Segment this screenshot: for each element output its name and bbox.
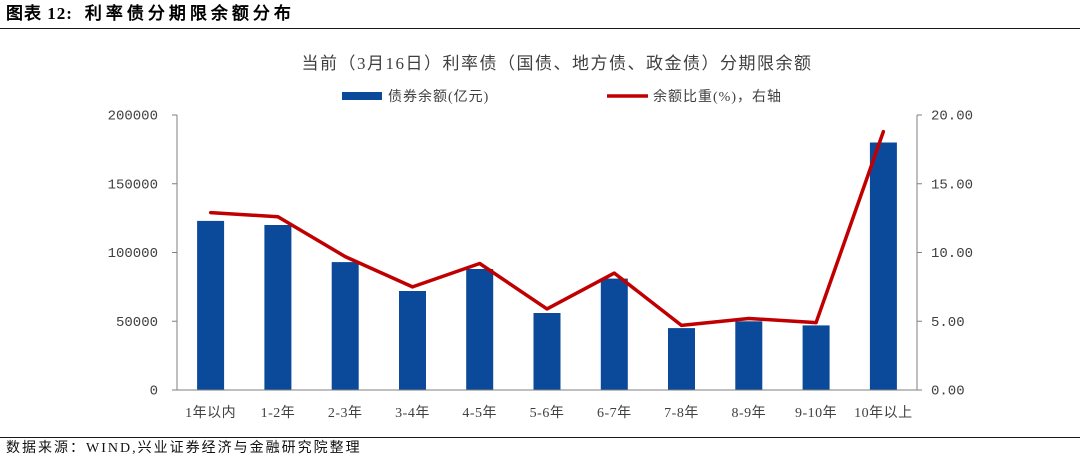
bar-7: [600, 278, 628, 390]
x-tick-label: 7-8年: [664, 405, 699, 421]
x-tick-label: 1年以内: [185, 405, 236, 421]
x-tick-label: 6-7年: [597, 405, 632, 421]
y-axis-left-ticks: 0 50000 100000 150000 200000: [108, 109, 177, 400]
x-axis-labels: 1年以内 1-2年 2-3年 3-4年 4-5年 5-6年 6-7年 7-8年 8-9年 9-10…: [185, 405, 913, 421]
y-left-tick-label: 150000: [108, 177, 158, 193]
y-left-tick-label: 200000: [108, 109, 158, 125]
bar-1: [197, 220, 225, 390]
line-point-2: [276, 215, 280, 219]
x-tick-label: 4-5年: [462, 405, 497, 421]
y-right-tick-label: 15.00: [931, 177, 973, 193]
bar-11: [869, 142, 897, 390]
bar-5: [466, 269, 494, 390]
legend-bar-swatch: [342, 92, 382, 100]
y-right-tick-label: 5.00: [931, 315, 965, 331]
x-tick-label: 3-4年: [395, 405, 430, 421]
bar-9: [735, 321, 763, 391]
figure-number: 图表 12:: [6, 4, 73, 23]
line-series: [209, 129, 886, 328]
y-right-tick-label: 10.00: [931, 246, 973, 262]
bar-4: [399, 291, 426, 390]
y-right-tick-label: 20.00: [931, 109, 973, 125]
x-tick-label: 8-9年: [731, 405, 766, 421]
legend-line-label: 余额比重(%)，右轴: [653, 88, 782, 105]
line-point-6: [545, 307, 549, 311]
line-point-7: [612, 271, 616, 275]
x-tick-label: 5-6年: [530, 405, 565, 421]
bar-6: [533, 313, 561, 390]
line-point-10: [814, 321, 818, 325]
line-point-9: [747, 316, 751, 321]
y-left-tick-label: 0: [150, 384, 158, 400]
line-point-4: [410, 285, 415, 289]
line-point-1: [209, 211, 213, 215]
x-tick-label: 9-10年: [795, 405, 837, 421]
line-point-11: [881, 129, 886, 134]
figure-title: 利率债分期限余额分布: [84, 4, 295, 23]
y-right-tick-label: 0.00: [931, 384, 965, 400]
line-point-8: [679, 323, 684, 327]
bar-3: [331, 262, 359, 390]
bar-2: [264, 225, 292, 390]
x-tick-label: 10年以上: [854, 405, 913, 421]
share-line: [210, 130, 886, 328]
x-tick-label: 2-3年: [328, 405, 363, 421]
bar-series: [197, 142, 897, 391]
bar-10: [802, 325, 830, 390]
bar-8: [668, 328, 695, 390]
y-left-tick-label: 50000: [116, 315, 158, 331]
header-rule: [0, 28, 1080, 29]
x-tick-label: 1-2年: [261, 405, 296, 421]
source-note: 数据来源：WIND,兴业证券经济与金融研究院整理: [6, 441, 362, 456]
chart-title: 当前（3月16日）利率债（国债、地方债、政金债）分期限余额: [302, 54, 813, 73]
figure-header: 图表 12: 利率债分期限余额分布: [6, 2, 295, 26]
y-left-tick-label: 100000: [108, 246, 158, 262]
legend: 债券余额(亿元) 余额比重(%)，右轴: [342, 88, 782, 105]
line-point-5: [478, 261, 482, 266]
y-axis-right-ticks: 0.00 5.00 10.00 15.00 20.00: [917, 109, 973, 400]
line-point-3: [343, 255, 347, 259]
legend-bar-label: 债券余额(亿元): [388, 88, 489, 105]
footer-rule: [0, 437, 1080, 438]
